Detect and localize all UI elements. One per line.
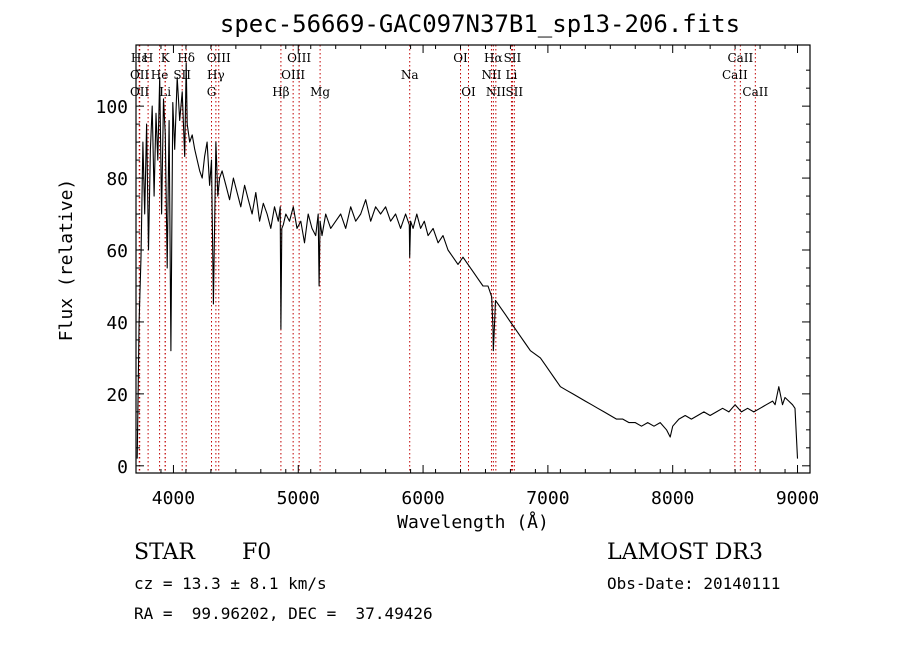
- line-label: OI: [461, 85, 476, 99]
- line-label: OI: [453, 51, 468, 65]
- y-axis-label: Flux (relative): [56, 179, 77, 342]
- observation-date: Obs-Date: 20140111: [607, 574, 781, 593]
- line-label: Na: [401, 68, 419, 82]
- line-markers: [138, 45, 756, 473]
- y-tick-label: 0: [117, 457, 128, 478]
- line-label: SII: [173, 68, 191, 82]
- plot-frame: [135, 44, 811, 474]
- y-tick-label: 20: [106, 385, 128, 406]
- object-subclass: F0: [242, 540, 272, 565]
- chart-title: spec-56669-GAC097N37B1_sp13-206.fits: [220, 10, 740, 38]
- line-label: SII: [504, 51, 522, 65]
- line-label: Li: [159, 85, 171, 99]
- line-label: OIII: [287, 51, 311, 65]
- sky-coordinates: RA = 99.96202, DEC = 37.49426: [134, 604, 433, 623]
- x-tick-label: 8000: [651, 488, 694, 509]
- line-label: OII: [130, 85, 150, 99]
- x-tick-label: 7000: [526, 488, 569, 509]
- line-label: Mg: [310, 85, 330, 99]
- line-label: NII: [481, 68, 501, 82]
- line-label: Hβ: [272, 85, 289, 99]
- line-label: Hα: [484, 51, 503, 65]
- y-tick-label: 60: [106, 241, 128, 262]
- line-label: Hε: [131, 51, 148, 65]
- line-label: OIII: [281, 68, 305, 82]
- y-tick-label: 40: [106, 313, 128, 334]
- line-label: OII: [130, 68, 150, 82]
- x-tick-label: 4000: [152, 488, 195, 509]
- line-label: CaII: [742, 85, 768, 99]
- x-tick-label: 9000: [776, 488, 819, 509]
- line-label: He: [151, 68, 169, 82]
- line-label: H: [143, 51, 153, 65]
- object-class: STAR: [134, 540, 195, 565]
- y-tick-label: 100: [95, 97, 128, 118]
- line-label: CaII: [727, 51, 753, 65]
- x-axis-ticks: 4000 5000 6000 7000 8000 9000: [135, 45, 819, 509]
- survey-name: LAMOST DR3: [607, 540, 763, 565]
- line-label: Li: [506, 68, 518, 82]
- spectrum-series: [136, 62, 799, 459]
- x-tick-label: 5000: [277, 488, 320, 509]
- line-label: CaII: [722, 68, 748, 82]
- line-label: Hδ: [177, 51, 195, 65]
- y-axis-ticks: 0 20 40 60 80 100: [95, 69, 810, 478]
- line-label: K: [161, 51, 171, 65]
- line-label: SII: [505, 85, 523, 99]
- x-axis-label: Wavelength (Å): [397, 511, 549, 533]
- redshift-velocity: cz = 13.3 ± 8.1 km/s: [134, 574, 327, 593]
- line-label: NII: [486, 85, 506, 99]
- line-label: G: [207, 85, 217, 99]
- x-tick-label: 6000: [401, 488, 444, 509]
- line-label: OIII: [207, 51, 231, 65]
- line-label: Hγ: [207, 68, 225, 82]
- spectrum-line: [136, 62, 799, 459]
- y-tick-label: 80: [106, 169, 128, 190]
